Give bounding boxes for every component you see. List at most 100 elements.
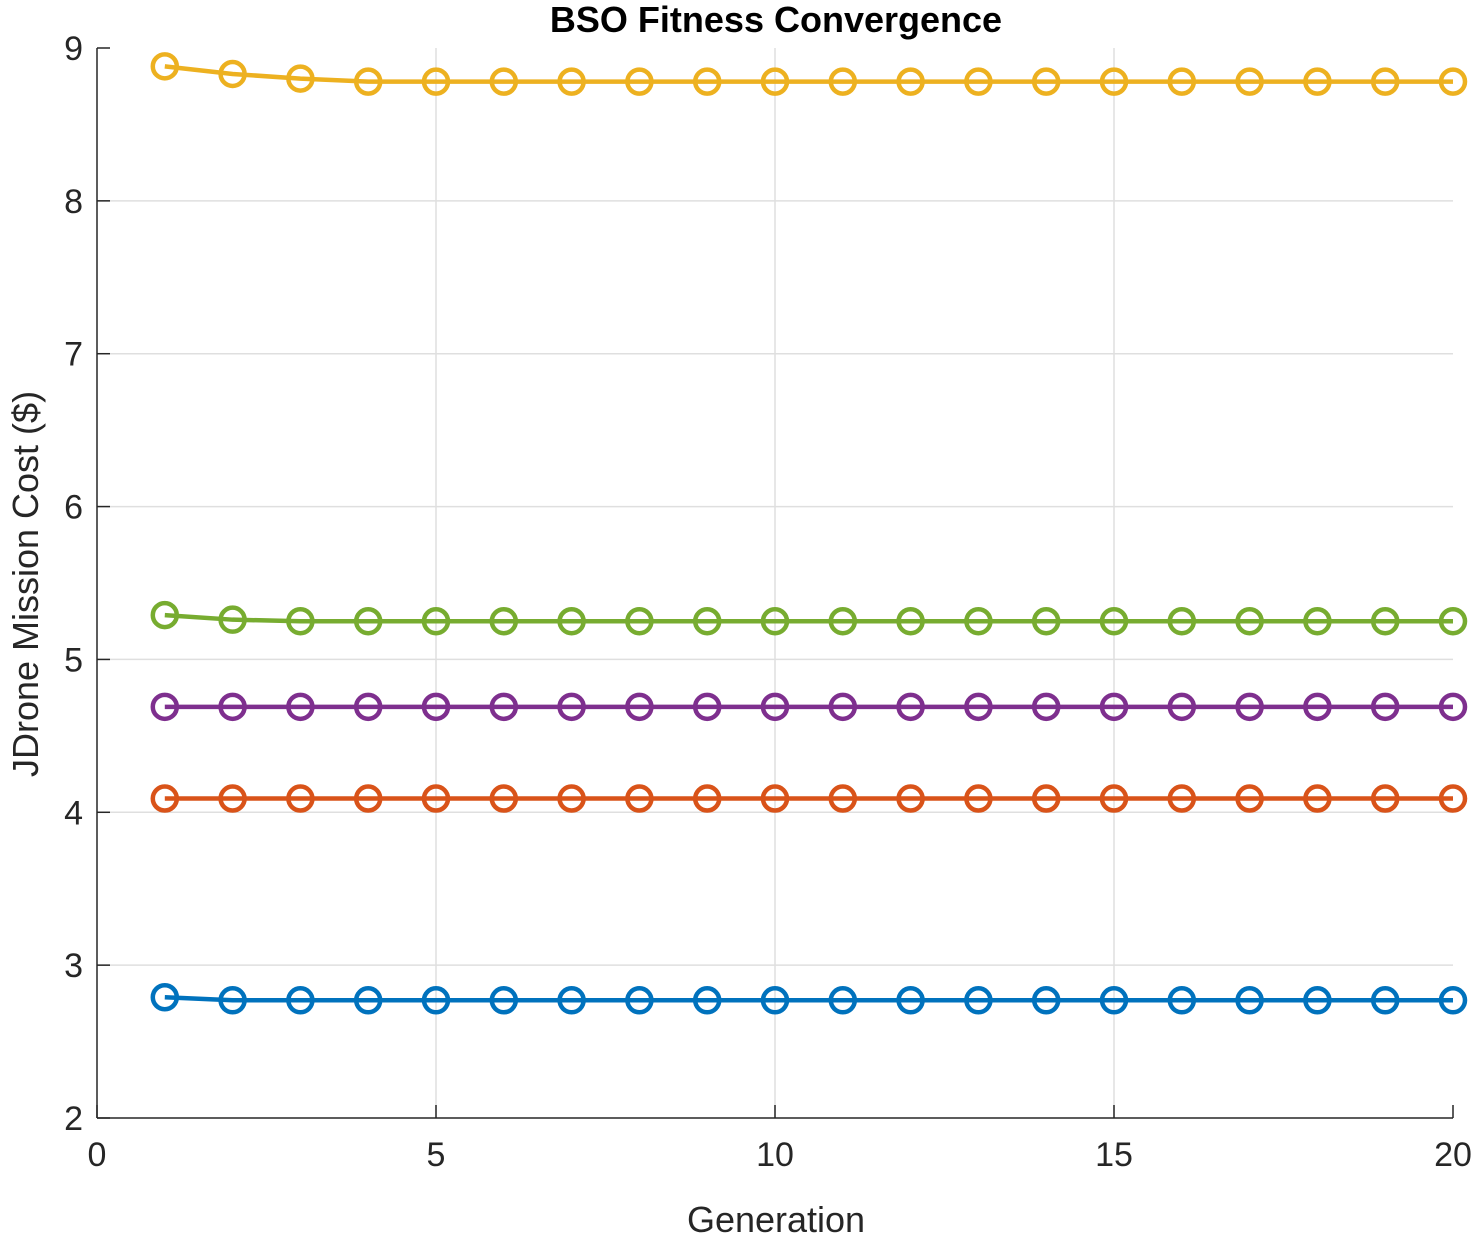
data-point bbox=[489, 606, 519, 636]
grid bbox=[97, 48, 1453, 1118]
data-point bbox=[896, 986, 925, 1015]
data-point bbox=[150, 784, 180, 813]
data-point bbox=[1099, 67, 1129, 96]
data-point bbox=[625, 67, 654, 96]
data-point bbox=[150, 52, 180, 81]
series-group bbox=[150, 52, 1468, 1015]
data-point bbox=[150, 600, 180, 630]
data-point bbox=[760, 784, 790, 813]
data-point bbox=[1235, 784, 1264, 813]
data-point bbox=[1438, 606, 1468, 636]
data-point bbox=[625, 784, 654, 813]
data-point bbox=[218, 986, 247, 1015]
data-point bbox=[218, 692, 247, 722]
data-point bbox=[1370, 986, 1400, 1015]
data-point bbox=[1099, 606, 1129, 636]
y-tick-label: 3 bbox=[64, 947, 83, 985]
data-point bbox=[218, 784, 247, 813]
data-point bbox=[1167, 67, 1197, 96]
x-tick-label: 20 bbox=[1434, 1136, 1472, 1174]
data-point bbox=[218, 605, 247, 634]
data-point bbox=[1031, 606, 1061, 636]
data-point bbox=[1099, 986, 1129, 1015]
data-point bbox=[557, 784, 586, 813]
data-point bbox=[1370, 784, 1400, 813]
data-point bbox=[692, 784, 722, 813]
data-point bbox=[286, 784, 315, 813]
data-point bbox=[828, 986, 858, 1015]
data-point bbox=[1099, 692, 1129, 722]
data-point bbox=[286, 606, 315, 636]
data-point bbox=[150, 692, 180, 722]
data-point bbox=[760, 606, 790, 636]
data-point bbox=[828, 606, 858, 636]
ticks: 0 5 10 15 20 2 3 4 5 6 7 8 9 bbox=[64, 30, 1472, 1174]
data-point bbox=[557, 67, 586, 96]
data-point bbox=[557, 986, 586, 1015]
data-point bbox=[1303, 692, 1332, 722]
data-point bbox=[896, 606, 925, 636]
series-3 bbox=[150, 52, 1468, 96]
y-axis-label: JDrone Mission Cost ($) bbox=[5, 391, 46, 777]
data-point bbox=[557, 606, 586, 636]
data-point bbox=[760, 692, 790, 722]
data-point bbox=[828, 67, 858, 96]
x-tick-label: 15 bbox=[1095, 1136, 1133, 1174]
data-point bbox=[1303, 784, 1332, 813]
data-point bbox=[896, 784, 925, 813]
data-point bbox=[421, 692, 451, 722]
data-point bbox=[421, 986, 451, 1015]
data-point bbox=[760, 986, 790, 1015]
data-point bbox=[1438, 784, 1468, 813]
data-point bbox=[421, 606, 451, 636]
data-point bbox=[1031, 986, 1061, 1015]
data-point bbox=[557, 692, 586, 722]
data-point bbox=[1438, 67, 1468, 96]
data-point bbox=[353, 784, 383, 813]
data-point bbox=[489, 784, 519, 813]
x-tick-label: 0 bbox=[88, 1136, 107, 1174]
data-point bbox=[353, 606, 383, 636]
data-point bbox=[1235, 692, 1264, 722]
data-point bbox=[489, 986, 519, 1015]
data-point bbox=[896, 692, 925, 722]
data-point bbox=[421, 784, 451, 813]
data-point bbox=[692, 606, 722, 636]
data-point bbox=[1303, 986, 1332, 1015]
x-tick-label: 10 bbox=[756, 1136, 794, 1174]
y-tick-label: 6 bbox=[64, 489, 83, 527]
data-point bbox=[1303, 606, 1332, 636]
data-point bbox=[286, 986, 315, 1015]
data-point bbox=[896, 67, 925, 96]
series-1 bbox=[150, 982, 1468, 1015]
data-point bbox=[1031, 67, 1061, 96]
data-point bbox=[1370, 692, 1400, 722]
data-point bbox=[1099, 784, 1129, 813]
data-point bbox=[1167, 692, 1197, 722]
data-point bbox=[1438, 986, 1468, 1015]
data-point bbox=[625, 692, 654, 722]
data-point bbox=[828, 692, 858, 722]
data-point bbox=[964, 67, 993, 96]
y-tick-label: 8 bbox=[64, 183, 83, 221]
data-point bbox=[1167, 784, 1197, 813]
data-point bbox=[692, 986, 722, 1015]
chart-title: BSO Fitness Convergence bbox=[550, 0, 1002, 40]
data-point bbox=[625, 986, 654, 1015]
data-point bbox=[353, 986, 383, 1015]
x-axis-label: Generation bbox=[687, 1199, 865, 1239]
y-tick-label: 5 bbox=[64, 641, 83, 679]
data-point bbox=[489, 67, 519, 96]
x-tick-label: 5 bbox=[427, 1136, 446, 1174]
data-point bbox=[1370, 606, 1400, 636]
series-4 bbox=[150, 692, 1468, 722]
y-tick-label: 7 bbox=[64, 336, 83, 374]
data-point bbox=[692, 67, 722, 96]
data-point bbox=[421, 67, 451, 96]
series-5 bbox=[150, 600, 1468, 636]
data-point bbox=[1031, 692, 1061, 722]
data-point bbox=[286, 64, 315, 93]
data-point bbox=[1235, 986, 1264, 1015]
data-point bbox=[489, 692, 519, 722]
